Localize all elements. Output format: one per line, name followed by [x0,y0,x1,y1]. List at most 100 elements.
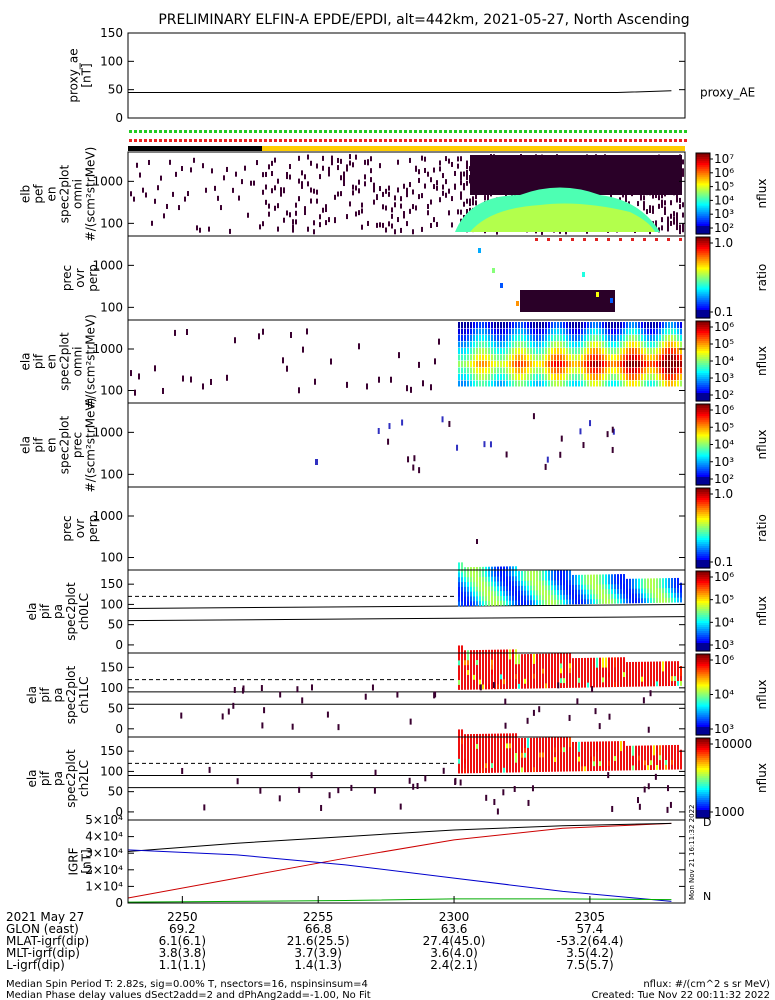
spectrogram-cell [587,380,589,387]
spectrogram-cell [635,367,637,374]
pitch-angle-cell [236,778,239,785]
colorbar-swatch [696,249,710,252]
pitch-angle-cell [665,578,667,589]
pitch-angle-cell [632,745,634,756]
spectrogram-cell [563,374,565,380]
spectrogram-cell [623,348,625,354]
pitch-angle-cell [509,649,511,660]
pitch-angle-cell [482,733,484,744]
spectrogram-cell [644,335,646,341]
x-annotation-value: 57.4 [577,922,604,936]
spectrogram-cell [503,335,505,341]
spectrogram-cell [421,226,423,232]
spectrogram-cell [518,374,520,380]
spectrogram-cell [518,328,520,335]
pitch-angle-cell [530,570,532,581]
spectrogram-cell [557,348,559,354]
spectrogram-cell [461,380,463,387]
status-square-red [564,139,567,142]
spectrogram-cell [154,365,156,372]
pitch-angle-cell [599,741,601,752]
spectrogram-cell [670,213,672,219]
pitch-angle-cell [291,723,294,730]
y-tick-label: 100 [100,764,123,778]
status-square-green [659,130,662,133]
pitch-angle-cell [500,566,502,577]
spectrogram-cell [557,341,559,348]
pitch-angle-cell [473,650,475,661]
colorbar-swatch [696,728,710,732]
spectrogram-cell [138,373,140,380]
y-axis-label: en [45,354,59,369]
status-square-red [649,139,652,142]
status-square-green [559,130,562,133]
spectrogram-cell [674,380,676,387]
spectrogram-cell [518,367,520,374]
spectrogram-cell [584,335,586,341]
status-square-red [539,139,542,142]
spectrogram-cell [676,215,678,221]
pitch-angle-cell [482,649,484,660]
panel-frame [127,819,686,904]
spectrogram-cell [485,374,487,380]
spectrogram-cell [330,358,332,365]
created-vertical-label: Mon Nov 21 16:11:32 2022 [688,805,696,900]
status-square-green [219,130,222,133]
spectrogram-cell [530,361,532,367]
spectrogram-cell [461,322,463,328]
y-tick-label: 5×10⁴ [85,813,123,827]
colorbar-swatch [696,800,710,803]
spectrogram-cell [632,374,634,380]
spectrogram-cell [575,348,577,354]
pitch-angle-cell [596,657,598,668]
pitch-angle-cell [491,566,493,577]
spectrogram-cell [599,354,601,361]
spectrogram-cell [418,467,421,474]
pitch-angle-cell [328,792,331,799]
spectrogram-cell [487,193,489,199]
spectrogram-cell [319,222,321,228]
spectrogram-cell [587,367,589,374]
spectrogram-cell [566,374,568,380]
status-square-red [244,139,247,142]
spectrogram-cell [473,328,475,335]
y-axis-label: pif [38,603,52,619]
spectrogram-cell [532,413,535,420]
colorbar-swatch [696,285,710,289]
colorbar-label: nflux [755,346,769,376]
colorbar-swatch [696,774,710,777]
spectrogram-cell [464,361,466,367]
pitch-angle-cell [623,657,625,668]
pitch-angle-cell [581,741,583,752]
status-square-red [529,139,532,142]
spectrogram-cell [578,367,580,374]
pitch-angle-cell [548,653,550,664]
colorbar-swatch [696,597,710,600]
spectrogram-cell [581,328,583,335]
colorbar-swatch [696,782,710,785]
spectrogram-cell [641,374,643,380]
spectrogram-cell [611,335,613,341]
pitch-angle-cell [180,712,183,719]
pitch-angle-cell [649,690,652,697]
spectrogram-cell [545,328,547,335]
colorbar-tick-label: 10² [714,472,734,486]
y-axis-label: ovr [73,519,87,538]
spectrogram-cell [671,354,673,361]
status-square-green [294,130,297,133]
spectrogram-cell [415,205,417,211]
colorbar-swatch [696,684,710,687]
spectrogram-cell [494,341,496,348]
spectrogram-cell [503,374,505,380]
x-annotation-value: 3.8(3.8) [159,946,207,960]
pitch-angle-cell [485,733,487,744]
status-square-red [249,139,252,142]
spectrogram-cell [569,354,571,361]
status-square-red [314,139,317,142]
spectrogram-cell [458,328,460,335]
spectrogram-cell [635,380,637,387]
pitch-angle-cell [533,653,535,664]
pitch-angle-cell [662,578,664,589]
colorbar-swatch [696,289,710,293]
